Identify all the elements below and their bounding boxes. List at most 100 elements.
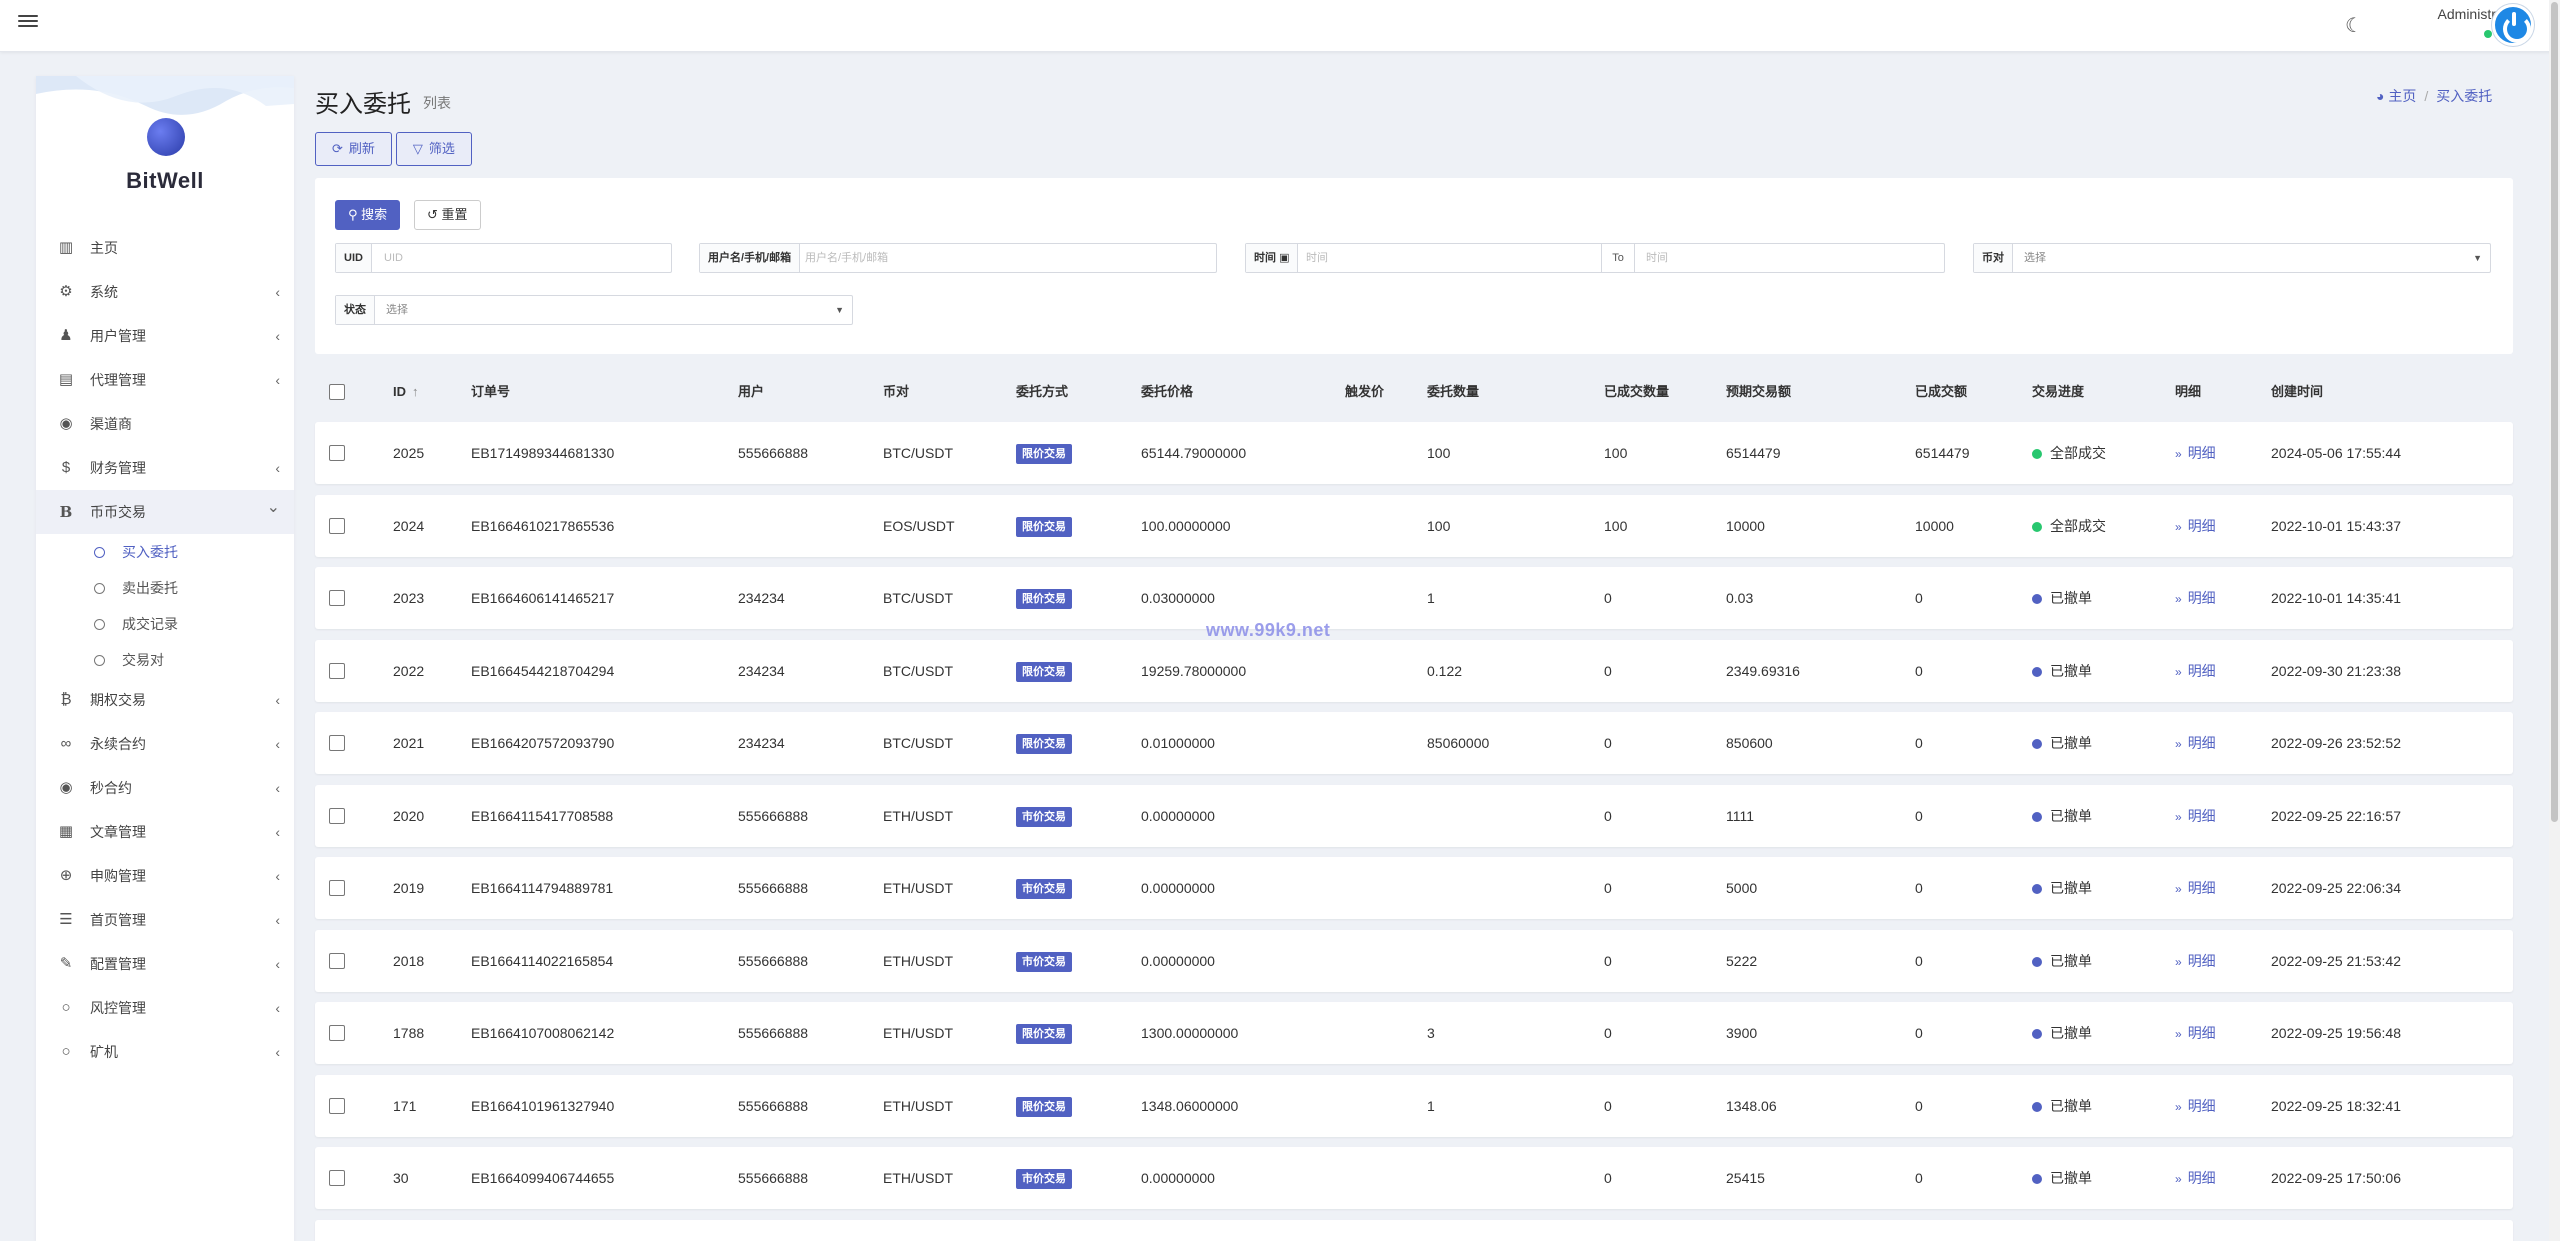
cell-expected: 1348.06 [1726, 1097, 1777, 1114]
refresh-button[interactable]: ⟳ 刷新 [315, 132, 392, 166]
method-badge: 限价交易 [1016, 444, 1072, 465]
sidebar-item-label: 配置管理 [90, 956, 146, 972]
cell-filled_amount: 10000 [1915, 517, 1954, 534]
sidebar-item-12[interactable]: ☰ 首页管理 ‹ [36, 898, 294, 942]
status-dot-icon [2032, 594, 2042, 605]
sidebar-item-3[interactable]: ▤ 代理管理 ‹ [36, 358, 294, 402]
cell-qty: 3 [1427, 1025, 1435, 1041]
sidebar-item-5[interactable]: $ 财务管理 ‹ [36, 446, 294, 490]
sidebar-item-1[interactable]: ⚙ 系统 ‹ [36, 270, 294, 314]
cell-progress: 已撤单 [2032, 785, 2092, 847]
sidebar-item-0[interactable]: ▥ 主页 [36, 226, 294, 270]
sidebar-item-8[interactable]: ∞ 永续合约 ‹ [36, 722, 294, 766]
column-header-id[interactable]: ID ↑ [393, 384, 419, 399]
breadcrumb-home[interactable]: 主页 [2388, 88, 2417, 104]
sidebar-item-7[interactable]: ₿ 期权交易 ‹ [36, 678, 294, 722]
circle-icon [94, 583, 105, 594]
page-scrollbar[interactable] [2549, 0, 2560, 1241]
column-header-trigger: 触发价 [1345, 384, 1385, 399]
column-header-filled_amount: 已成交额 [1915, 384, 1968, 399]
table-header: ID ↑ 订单号 用户 币对 委托方式 委托价格 触发价 委托数量 已成交数量 预期交易额 已成交额 交… [315, 366, 2513, 418]
status-label: 状态 [336, 296, 375, 324]
row-checkbox[interactable] [329, 1097, 345, 1114]
search-button[interactable]: ⚲ 搜索 [335, 200, 401, 230]
row-checkbox[interactable] [329, 517, 345, 534]
cell-progress: 已撤单 [2032, 857, 2092, 919]
column-header-order_no: 订单号 [471, 384, 511, 399]
wrench-icon: ✎ [59, 955, 73, 972]
filter-button[interactable]: ▽ 筛选 [395, 132, 472, 166]
sidebar-subitem-1[interactable]: 卖出委托 [36, 570, 294, 606]
row-checkbox[interactable] [329, 1170, 345, 1186]
detail-link[interactable]: » 明细 [2175, 807, 2216, 824]
reset-button[interactable]: ↺ 重置 [414, 200, 481, 230]
sidebar-subitem-0[interactable]: 买入委托 [36, 534, 294, 570]
sidebar-item-2[interactable]: ♟ 用户管理 ‹ [36, 314, 294, 358]
table-row: 2019 EB1664114794889781 555666888 ETH/USDT 市… [315, 857, 2513, 919]
row-checkbox[interactable] [329, 1025, 345, 1041]
sidebar-item-14[interactable]: ○ 风控管理 ‹ [36, 986, 294, 1030]
moon-icon[interactable]: ☾ [2345, 15, 2363, 37]
row-checkbox[interactable] [329, 662, 345, 679]
row-checkbox[interactable] [329, 445, 345, 461]
user-search-input[interactable] [795, 244, 1215, 272]
sidebar-subitem-3[interactable]: 交易对 [36, 642, 294, 678]
cell-id: 2018 [393, 952, 425, 969]
cell-filled_qty: 100 [1604, 445, 1628, 461]
detail-link[interactable]: » 明细 [2175, 1170, 2216, 1186]
detail-link[interactable]: » 明细 [2175, 735, 2216, 751]
sidebar-item-6[interactable]: B 币币交易 ⌄ [36, 490, 294, 534]
table-row: 171 EB1664101961327940 555666888 ETH/USDT 限价… [315, 1074, 2513, 1137]
sidebar-menu: ▥ 主页 ⚙ 系统 ‹ ♟ 用户管理 ‹ ▤ 代理管理 ‹ ◉ 渠道商 $ 财务管理 ‹ B 币币交易 ⌄ 买入委托卖… [36, 226, 294, 1074]
cell-created: 2024-05-06 17:55:44 [2271, 445, 2401, 461]
cell-pair: EOS/USDT [883, 517, 955, 534]
sidebar-item-4[interactable]: ◉ 渠道商 [36, 402, 294, 446]
column-header-method: 委托方式 [1016, 384, 1069, 399]
cell-user: 555666888 [738, 1170, 809, 1186]
row-checkbox[interactable] [329, 590, 345, 606]
end-time-input[interactable] [1636, 244, 1941, 272]
cell-order_no: EB1664115417708588 [471, 807, 614, 824]
detail-link[interactable]: » 明细 [2175, 1097, 2216, 1114]
sidebar-item-9[interactable]: ◉ 秒合约 ‹ [36, 766, 294, 810]
avatar[interactable] [2492, 4, 2534, 46]
status-text: 已撤单 [2050, 952, 2092, 969]
cell-id: 1788 [393, 1025, 425, 1041]
sidebar-item-11[interactable]: ⊕ 申购管理 ‹ [36, 854, 294, 898]
row-checkbox[interactable] [329, 807, 345, 824]
sidebar-subitem-2[interactable]: 成交记录 [36, 606, 294, 642]
cell-created: 2022-09-25 17:50:06 [2271, 1170, 2401, 1186]
detail-link[interactable]: » 明细 [2175, 445, 2216, 461]
cell-user: 234234 [738, 735, 785, 751]
detail-link[interactable]: » 明细 [2175, 662, 2216, 679]
cell-created: 2022-09-26 23:52:52 [2271, 735, 2401, 751]
uid-input[interactable] [374, 244, 671, 272]
cell-method: 限价交易 [1016, 567, 1072, 629]
sidebar-item-10[interactable]: ▦ 文章管理 ‹ [36, 810, 294, 854]
cell-price: 0.00000000 [1141, 807, 1215, 824]
sort-icon[interactable]: ↑ [412, 384, 419, 399]
row-checkbox[interactable] [329, 735, 345, 751]
pair-select[interactable]: 币对 选择 ▼ [1973, 243, 2491, 273]
detail-link[interactable]: » 明细 [2175, 952, 2216, 969]
row-checkbox[interactable] [329, 880, 345, 896]
column-header-user: 用户 [738, 384, 765, 399]
select-all-checkbox[interactable] [329, 384, 345, 400]
detail-link[interactable]: » 明细 [2175, 880, 2216, 896]
status-select[interactable]: 状态 选择 ▼ [335, 295, 853, 325]
sidebar-item-13[interactable]: ✎ 配置管理 ‹ [36, 942, 294, 986]
sidebar-item-15[interactable]: ○ 矿机 ‹ [36, 1030, 294, 1074]
row-checkbox[interactable] [329, 952, 345, 969]
start-time-input[interactable] [1296, 244, 1601, 272]
dollar-icon: $ [61, 459, 71, 476]
table-row [315, 1219, 2513, 1241]
detail-link[interactable]: » 明细 [2175, 517, 2216, 534]
cell-expected: 2349.69316 [1726, 662, 1800, 679]
detail-link[interactable]: » 明细 [2175, 590, 2216, 606]
cell-pair: BTC/USDT [883, 735, 953, 751]
menu-toggle-icon[interactable] [18, 12, 38, 32]
chevron-left-icon: ‹ [275, 1000, 280, 1016]
cell-filled_amount: 0 [1915, 807, 1923, 824]
cell-pair: ETH/USDT [883, 1025, 953, 1041]
detail-link[interactable]: » 明细 [2175, 1025, 2216, 1041]
